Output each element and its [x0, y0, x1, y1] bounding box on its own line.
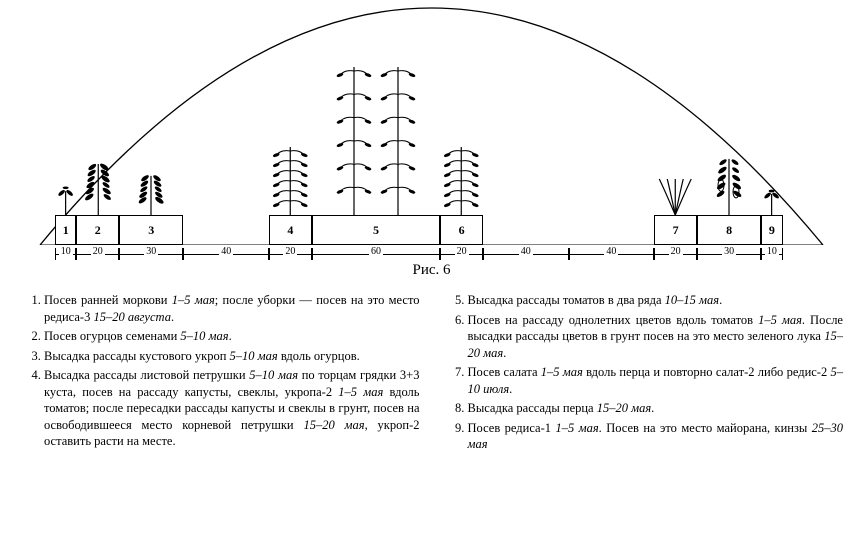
legend: Посев ранней моркови 1–5 мая; после убор… [28, 292, 843, 454]
ruler-segment: 30 [697, 248, 761, 260]
ruler-label: 20 [455, 246, 469, 257]
ruler-segment: 20 [76, 248, 119, 260]
legend-item-4: Высадка рассады листовой петрушки 5–10 м… [44, 367, 420, 450]
ruler-label: 40 [519, 246, 533, 257]
ruler-segment: 30 [119, 248, 183, 260]
bed-8: 8 [697, 215, 761, 245]
ruler-label: 30 [722, 246, 736, 257]
ruler-segment: 20 [440, 248, 483, 260]
figure-caption: Рис. 6 [0, 262, 863, 279]
legend-item-7: Посев салата 1–5 мая вдоль перца и повто… [468, 364, 844, 397]
dome-outline [0, 0, 863, 245]
legend-list: Посев ранней моркови 1–5 мая; после убор… [28, 292, 843, 454]
legend-item-8: Высадка рассады перца 15–20 мая. [468, 400, 844, 417]
legend-item-3: Высадка рассады кустового укроп 5–10 мая… [44, 348, 420, 365]
ruler-segment: 40 [183, 248, 269, 260]
ruler-label: 20 [669, 246, 683, 257]
ruler-label: 20 [283, 246, 297, 257]
bed-2: 2 [76, 215, 119, 245]
ruler-segment: 20 [654, 248, 697, 260]
ruler-label: 40 [604, 246, 618, 257]
ruler-segment: 10 [761, 248, 782, 260]
ruler-label: 30 [144, 246, 158, 257]
ruler-segment: 60 [312, 248, 440, 260]
ruler-segment: 10 [55, 248, 76, 260]
ruler-label: 60 [369, 246, 383, 257]
ruler-label: 10 [765, 246, 779, 257]
legend-item-2: Посев огурцов семенами 5–10 мая. [44, 328, 420, 345]
legend-item-6: Посев на рассаду однолетних цветов вдоль… [468, 312, 844, 362]
ruler-label: 20 [91, 246, 105, 257]
legend-item-5: Высадка рассады томатов в два ряда 10–15… [468, 292, 844, 309]
legend-item-9: Посев редиса-1 1–5 мая. Посев на это мес… [468, 420, 844, 453]
bed-9: 9 [761, 215, 782, 245]
greenhouse-diagram: 123 456 789 10 20 30 40 20 60 20 40 40 20 30 10 [0, 0, 863, 275]
bed-6: 6 [440, 215, 483, 245]
ruler-segment: 40 [483, 248, 569, 260]
bed-3: 3 [119, 215, 183, 245]
bed-1: 1 [55, 215, 76, 245]
legend-item-1: Посев ранней моркови 1–5 мая; после убор… [44, 292, 420, 325]
bed-4: 4 [269, 215, 312, 245]
ruler-label: 10 [59, 246, 73, 257]
ruler-label: 40 [219, 246, 233, 257]
bed-7: 7 [654, 215, 697, 245]
bed-5: 5 [312, 215, 440, 245]
ruler-segment: 20 [269, 248, 312, 260]
ruler-segment: 40 [569, 248, 655, 260]
